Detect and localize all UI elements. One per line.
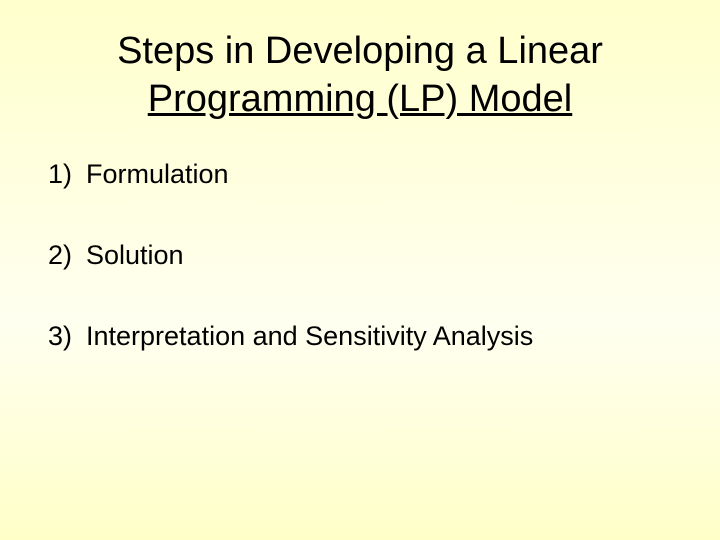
list-number: 3) bbox=[42, 321, 86, 352]
list-text: Interpretation and Sensitivity Analysis bbox=[86, 321, 680, 352]
list-item: 2) Solution bbox=[42, 240, 680, 271]
list-text: Formulation bbox=[86, 159, 680, 190]
list-number: 1) bbox=[42, 159, 86, 190]
list-number: 2) bbox=[42, 240, 86, 271]
slide-container: Steps in Developing a Linear Programming… bbox=[0, 0, 720, 540]
slide-title: Steps in Developing a Linear Programming… bbox=[40, 28, 680, 123]
list-text: Solution bbox=[86, 240, 680, 271]
list-item: 1) Formulation bbox=[42, 159, 680, 190]
title-line-2: Programming (LP) Model bbox=[148, 78, 572, 120]
title-line-1: Steps in Developing a Linear bbox=[117, 30, 603, 72]
steps-list: 1) Formulation 2) Solution 3) Interpreta… bbox=[40, 159, 680, 352]
list-item: 3) Interpretation and Sensitivity Analys… bbox=[42, 321, 680, 352]
